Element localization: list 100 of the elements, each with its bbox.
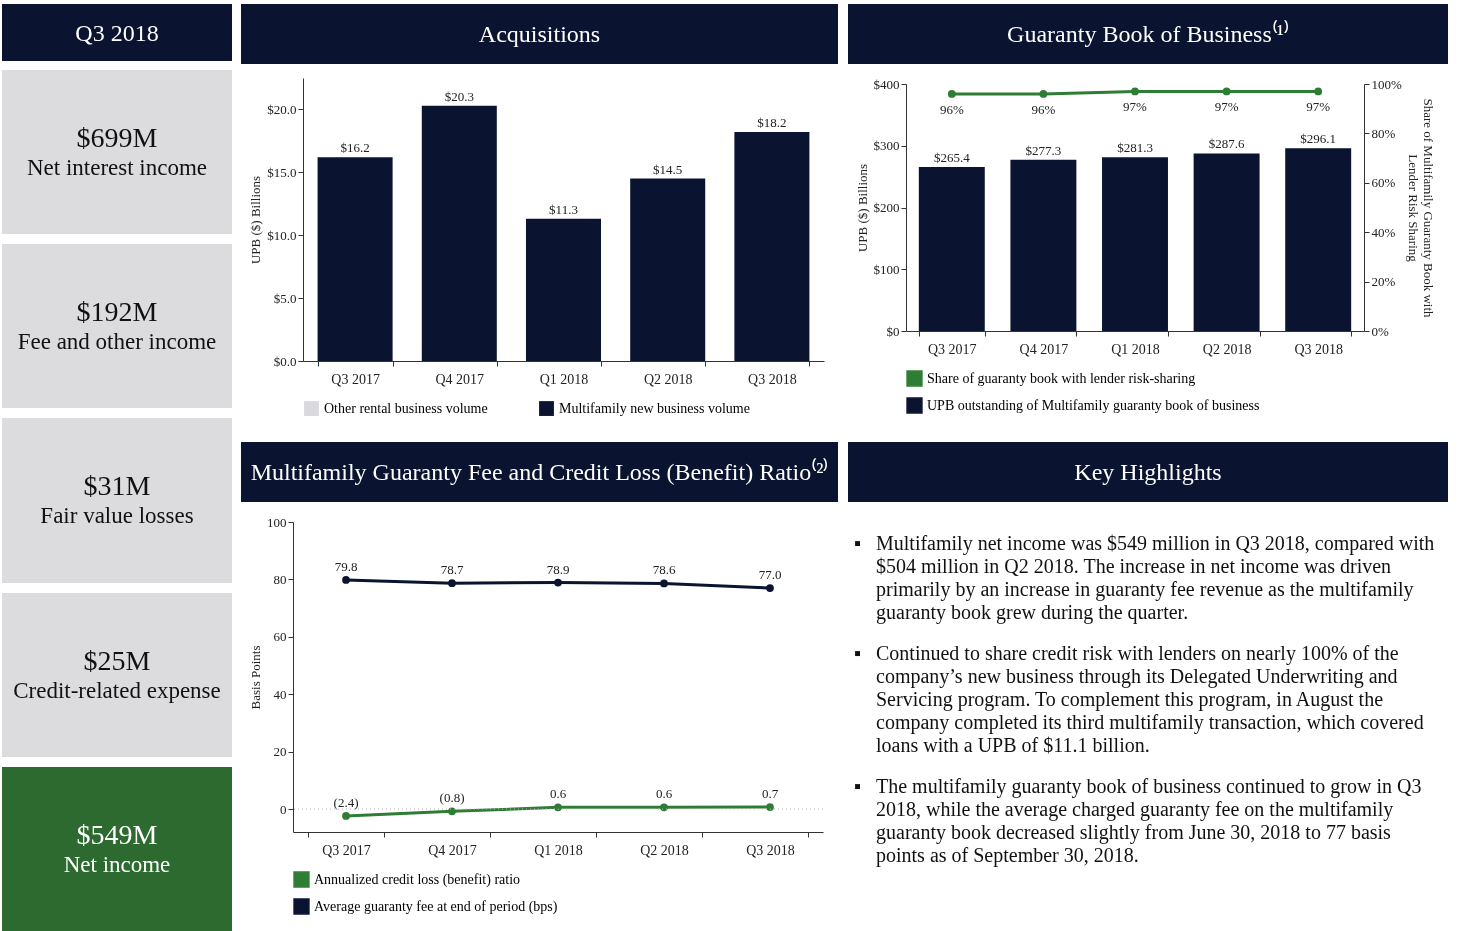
y2-tick-label: 80% — [1371, 125, 1396, 141]
bar — [918, 167, 985, 331]
bar — [1102, 157, 1168, 331]
legend-label: UPB outstanding of Multifamily guaranty book of business — [927, 397, 1260, 413]
x-tick-label: Q1 2018 — [1111, 341, 1160, 357]
data-label: $20.3 — [444, 88, 474, 104]
text: Q3 2018 — [2, 4, 232, 61]
x-tick-label: Q3 2018 — [1294, 341, 1344, 357]
text: $25M — [83, 644, 151, 677]
bar — [1193, 153, 1260, 331]
data-label: (0.8) — [439, 790, 465, 806]
point — [766, 803, 774, 811]
text: $699M — [76, 122, 158, 155]
y-tick-label: 80 — [273, 571, 287, 587]
chart-title: Acquisitions — [241, 4, 838, 64]
text: Credit-related expense — [12, 676, 222, 705]
bar — [421, 105, 497, 361]
point — [660, 803, 668, 812]
legend-label: Annualized credit loss (benefit) ratio — [314, 871, 521, 888]
y-tick-label: $100 — [873, 261, 900, 277]
data-label: 97% — [1123, 99, 1148, 115]
point — [554, 803, 562, 812]
data-label: $277.3 — [1025, 142, 1062, 158]
data-label: 96% — [1031, 101, 1056, 117]
point — [448, 579, 456, 587]
chart-title: Multifamily Guaranty Fee and Credit Loss (Benefit) Ratio⁽²⁾ — [241, 442, 838, 502]
point — [766, 584, 774, 592]
y2-tick-label: 20% — [1371, 274, 1396, 290]
y-axis-title: Basis Points — [248, 645, 263, 710]
data-label: 96% — [939, 101, 964, 117]
data-label: (2.4) — [333, 794, 359, 810]
x-tick-label: Q1 2018 — [534, 842, 583, 858]
x-tick-label: Q3 2018 — [746, 842, 795, 858]
y2-axis-title: Share of Multifamily Guaranty Book with Lender Risk Sharing — [1405, 98, 1436, 319]
y2-tick-label: 40% — [1371, 224, 1396, 240]
y-axis-title: UPB ($) Billions — [854, 163, 870, 253]
y-tick-label: 60 — [273, 629, 287, 645]
y-tick-label: 40 — [273, 686, 287, 702]
x-tick-label: Q3 2017 — [322, 842, 371, 858]
x-tick-label: Q2 2018 — [640, 842, 689, 858]
x-tick-label: Q3 2018 — [748, 371, 797, 387]
y-tick-label: 0 — [280, 801, 287, 817]
data-label: 0.7 — [761, 786, 779, 802]
text: $549M — [76, 818, 158, 851]
y-tick-label: 100 — [267, 514, 287, 530]
text: $192M — [76, 296, 158, 329]
data-label: $11.3 — [549, 201, 578, 217]
data-label: 79.8 — [334, 558, 358, 574]
point — [660, 579, 668, 588]
text: Net interest income — [25, 154, 209, 183]
y-tick-label: $0.0 — [273, 353, 297, 369]
data-label: 0.6 — [655, 786, 673, 802]
text: Key Highlights — [848, 442, 1448, 502]
data-label: 78.6 — [652, 562, 676, 578]
chart-title: Guaranty Book of Business⁽¹⁾ — [848, 4, 1448, 64]
y2-tick-label: 0% — [1371, 323, 1389, 339]
x-tick-label: Q3 2017 — [927, 341, 977, 357]
x-tick-label: Q3 2017 — [331, 371, 380, 387]
data-label: 97% — [1214, 99, 1239, 115]
data-label: $296.1 — [1300, 131, 1337, 147]
legend-label: Multifamily new business volume — [559, 400, 750, 416]
point — [342, 812, 350, 820]
bar — [317, 157, 393, 361]
text: Fee and other income — [16, 328, 218, 357]
x-tick-label: Q1 2018 — [539, 371, 589, 387]
y-tick-label: $20.0 — [267, 101, 297, 117]
point — [342, 576, 350, 584]
data-label: $281.3 — [1117, 140, 1153, 156]
y-tick-label: $15.0 — [267, 164, 297, 180]
y-tick-label: $400 — [873, 76, 900, 92]
data-label: $16.2 — [340, 140, 370, 156]
y-tick-label: $5.0 — [273, 290, 297, 306]
y2-tick-label: 60% — [1371, 175, 1396, 191]
data-label: 78.9 — [546, 561, 570, 577]
bar — [734, 132, 810, 361]
bar — [525, 218, 602, 361]
y-tick-label: $300 — [873, 138, 900, 154]
y-tick-label: 20 — [273, 744, 287, 760]
text: ▪ Continued to share credit risk with lenders on nearly 100% of the company’s new business through its Delegated Underwriting and Servicing program. To complement this program, in August the company completed its third multifamily transaction, which covered loans with a UPB of $11.1 billion. — [854, 642, 1425, 757]
y2-tick-label: 100% — [1371, 76, 1402, 92]
text: Net income — [62, 850, 172, 879]
bar — [1285, 148, 1352, 331]
text: Fair value losses — [39, 502, 195, 531]
x-tick-label: Q4 2017 — [1019, 341, 1069, 357]
point — [554, 578, 562, 587]
legend-label: Other rental business volume — [324, 400, 488, 416]
point — [448, 807, 456, 816]
legend-label: Average guaranty fee at end of period (bps) — [314, 898, 558, 915]
bar — [630, 178, 706, 361]
x-tick-label: Q4 2017 — [435, 371, 485, 387]
x-tick-label: Q2 2018 — [1202, 341, 1252, 357]
data-label: $265.4 — [933, 150, 971, 166]
y-axis-title: UPB ($) Billions — [248, 175, 264, 265]
y-tick-label: $200 — [873, 200, 900, 215]
y-tick-label: $0 — [886, 323, 900, 339]
data-label: $18.2 — [757, 115, 787, 131]
x-tick-label: Q4 2017 — [428, 842, 477, 858]
data-label: $14.5 — [653, 161, 683, 177]
data-label: 78.7 — [440, 562, 464, 578]
bar — [1010, 159, 1077, 331]
